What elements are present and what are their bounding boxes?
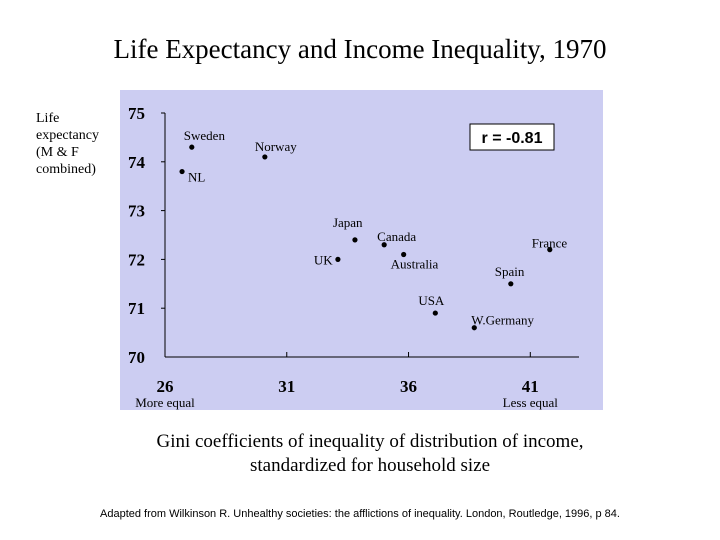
data-point bbox=[401, 251, 407, 258]
correlation-box bbox=[469, 123, 555, 151]
y-tick-label: 72 bbox=[128, 250, 145, 269]
data-point bbox=[432, 310, 438, 316]
x-tick-label: 36 bbox=[400, 377, 417, 396]
correlation-annotation: r = -0.81 bbox=[482, 130, 543, 147]
y-axis-label-line: expectancy bbox=[36, 128, 99, 143]
y-axis-label-line: Life bbox=[36, 111, 60, 126]
data-point-label: UK bbox=[314, 252, 333, 267]
y-tick-label: 70 bbox=[128, 348, 145, 367]
data-point-label: USA bbox=[418, 293, 445, 308]
source-citation: Adapted from Wilkinson R. Unhealthy soci… bbox=[100, 508, 620, 520]
x-axis-caption-line: standardized for household size bbox=[249, 455, 491, 476]
data-point bbox=[471, 325, 477, 331]
data-point-label: Spain bbox=[495, 264, 525, 279]
x-axis-caption-line: Gini coefficients of inequality of distr… bbox=[156, 431, 584, 452]
data-point-label: France bbox=[532, 236, 568, 251]
data-point-label: NL bbox=[188, 170, 205, 185]
data-point-label: Australia bbox=[391, 257, 439, 272]
y-axis-label-line: combined) bbox=[36, 162, 96, 177]
data-point bbox=[179, 168, 185, 175]
x-end-label-less-equal: Less equal bbox=[503, 395, 559, 410]
data-point bbox=[262, 154, 268, 160]
data-point bbox=[508, 281, 514, 287]
x-tick-label: 41 bbox=[522, 377, 539, 396]
x-axis-caption: Gini coefficients of inequality of distr… bbox=[0, 430, 720, 478]
data-point bbox=[352, 237, 358, 243]
x-tick-label: 26 bbox=[157, 377, 174, 396]
x-tick-label: 31 bbox=[278, 377, 295, 396]
data-point-label: Canada bbox=[377, 229, 416, 244]
data-point bbox=[189, 144, 195, 150]
data-point-label: Sweden bbox=[184, 128, 226, 143]
y-axis-label: Life expectancy (M & F combined) bbox=[36, 110, 126, 178]
y-tick-label: 71 bbox=[128, 299, 145, 318]
data-point-label: Norway bbox=[255, 139, 297, 154]
data-point bbox=[381, 242, 387, 248]
data-point bbox=[335, 256, 341, 262]
data-point-label: Japan bbox=[333, 215, 363, 230]
chart-title: Life Expectancy and Income Inequality, 1… bbox=[113, 34, 607, 64]
y-axis-label-line: (M & F bbox=[36, 145, 79, 160]
y-tick-label: 74 bbox=[128, 153, 146, 172]
x-end-label-more-equal: More equal bbox=[135, 395, 195, 410]
y-tick-label: 75 bbox=[128, 104, 145, 123]
y-tick-label: 73 bbox=[128, 202, 145, 221]
data-point bbox=[547, 247, 553, 253]
data-point-label: W.Germany bbox=[471, 313, 534, 328]
